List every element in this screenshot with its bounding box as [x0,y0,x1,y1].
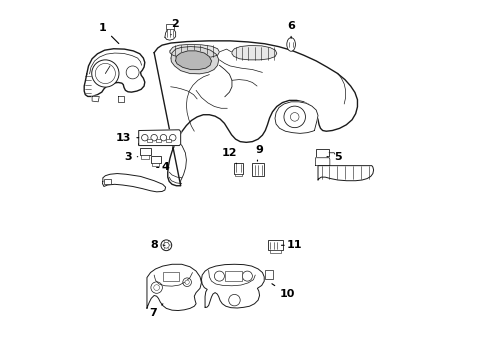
Circle shape [214,271,224,281]
Polygon shape [274,102,317,134]
Circle shape [183,278,191,287]
Text: 13: 13 [116,133,139,143]
Text: 3: 3 [124,152,138,162]
Polygon shape [231,45,276,60]
Bar [267,240,282,250]
Circle shape [151,134,157,141]
Bar [235,174,241,176]
Polygon shape [154,41,357,186]
Text: 5: 5 [326,152,341,162]
Polygon shape [315,158,329,166]
Text: 7: 7 [149,304,163,318]
Circle shape [153,285,159,291]
Text: 8: 8 [150,240,164,250]
Bar [165,139,170,142]
Text: 6: 6 [286,21,294,39]
Text: 4: 4 [156,162,169,172]
Circle shape [92,60,119,87]
Circle shape [169,134,176,141]
Polygon shape [102,174,165,192]
Polygon shape [139,130,180,145]
Circle shape [284,106,305,128]
Ellipse shape [286,38,295,51]
Bar [233,163,243,174]
Circle shape [161,240,171,251]
Circle shape [142,134,148,141]
Bar [150,156,160,163]
Bar [224,271,242,281]
Bar [252,163,264,176]
Text: 11: 11 [281,240,302,250]
Text: 10: 10 [271,284,295,299]
Polygon shape [175,51,211,69]
Text: 12: 12 [221,148,237,164]
Circle shape [163,242,169,248]
Text: 2: 2 [170,19,178,35]
Polygon shape [84,49,144,96]
Polygon shape [201,264,264,308]
Bar [166,24,174,29]
Circle shape [126,66,139,79]
Polygon shape [164,28,175,40]
Bar [156,139,161,142]
Polygon shape [118,96,124,102]
Polygon shape [92,96,99,102]
Bar [163,272,179,281]
Polygon shape [147,264,201,311]
Polygon shape [169,44,219,58]
Circle shape [242,271,252,281]
Text: 9: 9 [254,144,262,161]
Circle shape [95,63,115,84]
Bar [104,179,111,184]
Polygon shape [317,166,373,181]
Bar [265,270,273,279]
Bar [315,149,328,157]
Circle shape [184,280,189,284]
Bar [147,139,152,142]
Bar [141,155,149,159]
Circle shape [151,282,162,293]
Circle shape [160,134,166,141]
Circle shape [228,294,240,306]
Bar [269,250,281,253]
Text: 1: 1 [99,23,119,44]
Bar [152,163,159,166]
Circle shape [290,113,298,121]
Polygon shape [171,46,218,74]
Bar [140,148,150,155]
